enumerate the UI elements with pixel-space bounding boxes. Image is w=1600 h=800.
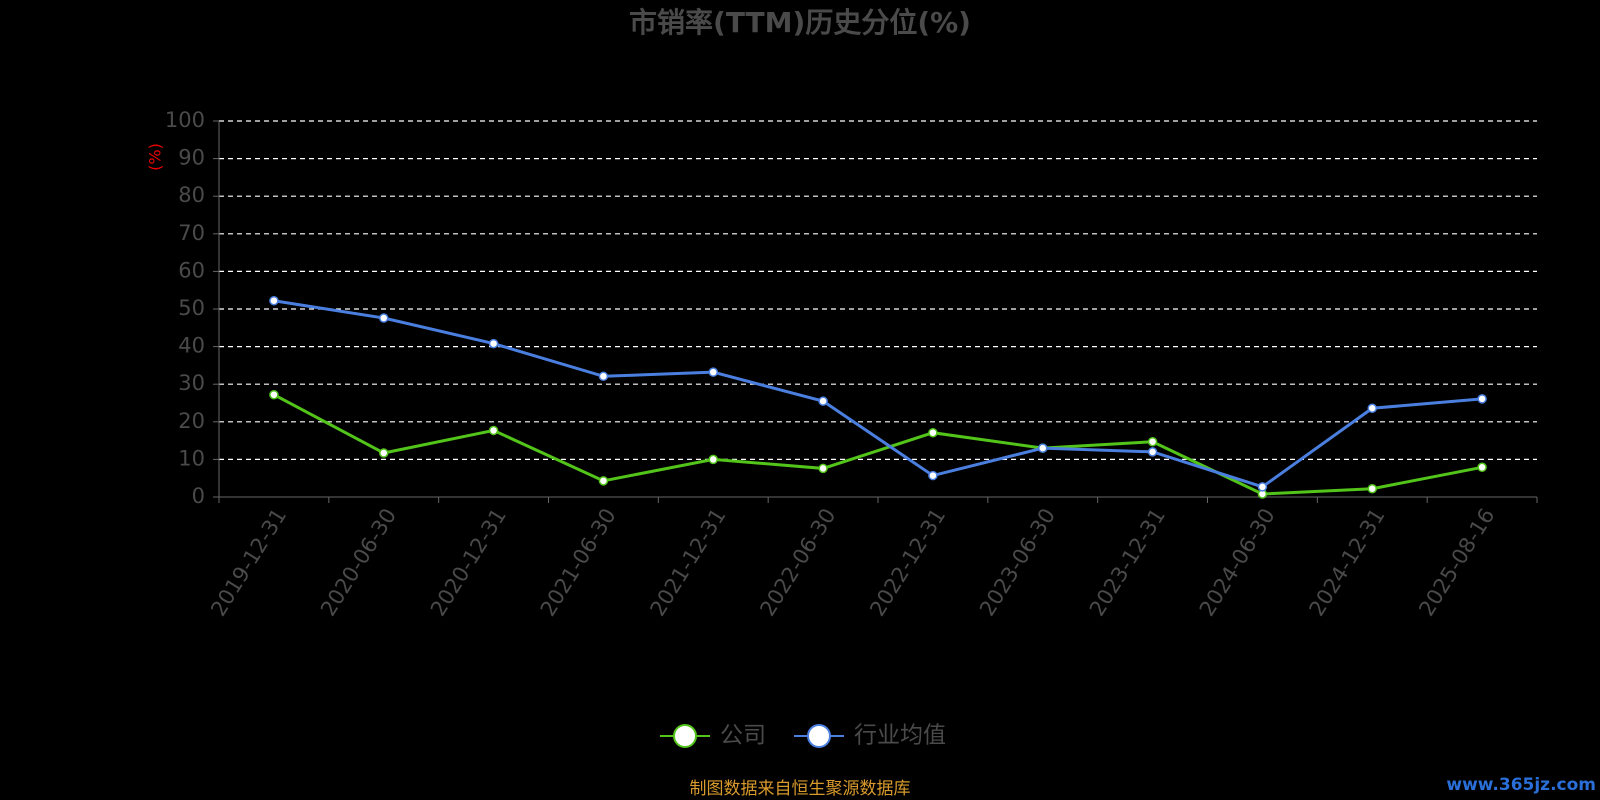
x-tick-label: 2021-12-31 bbox=[646, 504, 731, 620]
x-tick-label: 2021-06-30 bbox=[536, 504, 621, 620]
y-tick-label: 70 bbox=[178, 221, 205, 245]
data-point bbox=[708, 367, 718, 377]
x-tick-label: 2023-12-31 bbox=[1085, 504, 1170, 620]
x-tick-label: 2020-12-31 bbox=[426, 504, 511, 620]
y-tick-label: 30 bbox=[178, 371, 205, 395]
data-point bbox=[818, 396, 828, 406]
y-tick-label: 40 bbox=[178, 334, 205, 358]
x-tick-label: 2022-12-31 bbox=[865, 504, 950, 620]
y-tick-label: 80 bbox=[178, 183, 205, 207]
data-point bbox=[708, 454, 718, 465]
y-tick-label: 0 bbox=[192, 484, 205, 508]
legend-label: 公司 bbox=[720, 723, 766, 749]
source-note: 制图数据来自恒生聚源数据库 bbox=[690, 779, 911, 799]
y-tick-label: 10 bbox=[178, 446, 205, 470]
data-point bbox=[1367, 483, 1377, 494]
data-point bbox=[928, 427, 938, 438]
legend-label: 行业均值 bbox=[854, 723, 946, 749]
data-point bbox=[1147, 436, 1158, 447]
data-point bbox=[1367, 403, 1377, 414]
data-point bbox=[379, 313, 389, 323]
x-tick-label: 2024-06-30 bbox=[1195, 504, 1280, 620]
data-point bbox=[269, 295, 279, 306]
y-axis-label: (%) bbox=[146, 143, 165, 171]
data-point bbox=[598, 476, 609, 486]
series-line bbox=[273, 299, 1483, 489]
data-point bbox=[1038, 443, 1048, 453]
y-tick-label: 50 bbox=[178, 296, 205, 320]
data-point bbox=[598, 371, 609, 382]
chart-title: 市销率(TTM)历史分位(%) bbox=[629, 6, 971, 39]
y-tick-label: 60 bbox=[178, 258, 205, 282]
watermark: www.365jz.com bbox=[1446, 775, 1596, 795]
legend-marker bbox=[807, 724, 831, 748]
y-tick-label: 100 bbox=[165, 108, 205, 132]
data-point bbox=[1257, 482, 1268, 492]
series-line bbox=[273, 393, 1483, 496]
x-tick-label: 2024-12-31 bbox=[1305, 504, 1390, 620]
data-point bbox=[488, 425, 499, 436]
data-point bbox=[1477, 462, 1487, 473]
x-tick-label: 2019-12-31 bbox=[206, 504, 291, 620]
data-point bbox=[818, 463, 828, 474]
data-point bbox=[1477, 394, 1487, 404]
data-point bbox=[1147, 447, 1158, 457]
data-point bbox=[488, 338, 499, 349]
data-point bbox=[928, 470, 938, 481]
y-tick-label: 90 bbox=[178, 146, 205, 170]
x-tick-label: 2023-06-30 bbox=[975, 504, 1060, 620]
x-tick-label: 2025-08-16 bbox=[1414, 504, 1499, 620]
x-tick-label: 2022-06-30 bbox=[755, 504, 840, 620]
data-point bbox=[269, 389, 279, 400]
legend-marker bbox=[673, 724, 697, 748]
data-point bbox=[379, 448, 389, 458]
x-tick-label: 2020-06-30 bbox=[316, 504, 401, 620]
y-tick-label: 20 bbox=[178, 409, 205, 433]
